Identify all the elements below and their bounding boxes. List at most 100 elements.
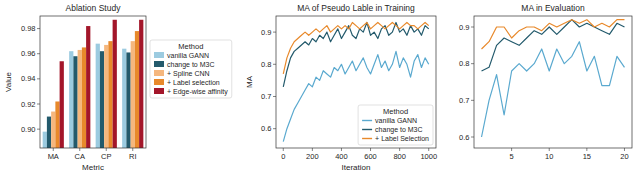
legend-label: change to M3C	[375, 126, 422, 134]
marks	[43, 20, 144, 148]
bar	[131, 41, 135, 148]
bar	[135, 31, 139, 148]
tick	[132, 148, 133, 151]
tick	[106, 148, 107, 151]
legend-swatch	[362, 138, 372, 139]
tick-label: 0.7	[261, 92, 271, 101]
bar	[113, 20, 117, 148]
tick	[37, 53, 40, 54]
bar	[104, 45, 108, 148]
tick-label: 0.6	[459, 133, 469, 142]
bar	[96, 44, 100, 148]
x-label: Iteration	[342, 163, 371, 172]
tick	[341, 148, 342, 151]
tick-label: 0.9	[261, 28, 271, 37]
legend: Methodvanilla GANNchange to M3C+ Label S…	[358, 105, 433, 145]
line	[482, 42, 625, 137]
tick	[428, 148, 429, 151]
bar	[51, 112, 55, 148]
tick-label: 600	[364, 152, 377, 161]
tick-label: 0.8	[261, 60, 271, 69]
legend-label: vanilla GANN	[167, 52, 209, 59]
chart: MACACPRI0.900.920.940.960.98Ablation Stu…	[4, 3, 232, 180]
legend-swatch	[154, 52, 164, 58]
marks	[283, 22, 428, 141]
tick	[37, 104, 40, 105]
tick-label: 1000	[420, 152, 437, 161]
title: Ablation Study	[66, 3, 122, 13]
title: MA in Evaluation	[521, 3, 585, 13]
tick-label: 15	[583, 152, 591, 161]
tick-label: 0.92	[21, 100, 36, 109]
legend-label: change to M3C	[167, 61, 214, 69]
tick-label: 0.7	[459, 96, 469, 105]
legend-box	[150, 40, 232, 98]
marks	[482, 20, 625, 137]
line	[482, 20, 625, 71]
bar	[100, 51, 104, 148]
tick-label: 5	[510, 152, 514, 161]
tick-label: 0.90	[21, 125, 36, 134]
legend-label: + Spline CNN	[167, 70, 210, 78]
legend-swatch	[362, 129, 372, 130]
bar	[55, 101, 59, 148]
title: MA of Pseudo Lable in Training	[297, 3, 415, 13]
legend-swatch	[154, 88, 164, 94]
bar	[86, 26, 90, 148]
bar	[82, 47, 86, 148]
bar	[73, 56, 77, 148]
tick	[37, 78, 40, 79]
tick	[283, 148, 284, 151]
tick	[471, 100, 474, 101]
figure: MACACPRI0.900.920.940.960.98Ablation Stu…	[0, 0, 640, 180]
legend-box	[358, 105, 433, 145]
tick-label: 200	[306, 152, 319, 161]
legend-swatch	[154, 61, 164, 67]
bar	[43, 132, 47, 148]
legend-title: Method	[178, 42, 203, 51]
tick	[471, 63, 474, 64]
legend: Methodvanilla GANN change to M3C+ Spline …	[150, 40, 232, 98]
tick-label: 400	[335, 152, 348, 161]
legend-swatch	[154, 79, 164, 85]
tick	[273, 128, 276, 129]
legend-label: + Edge-wise affinity	[167, 88, 228, 96]
line	[283, 22, 428, 86]
plot-area	[276, 16, 436, 148]
tick	[511, 148, 512, 151]
tick-label: 0	[281, 152, 285, 161]
tick	[37, 129, 40, 130]
tick	[273, 64, 276, 65]
tick	[53, 148, 54, 151]
tick-label: 0.98	[21, 24, 36, 33]
legend-swatch	[362, 120, 372, 121]
tick-label: 0.96	[21, 49, 36, 58]
legend-label: + Label selection	[167, 79, 220, 86]
y-label: Value	[4, 72, 13, 92]
tick-label: 0.94	[21, 74, 36, 83]
chart: 0.60.70.80.95101520MA in Evaluation	[459, 3, 632, 161]
bar	[126, 52, 130, 148]
tick-label: 0.9	[459, 23, 469, 32]
tick	[471, 137, 474, 138]
bar	[139, 20, 143, 148]
bar	[60, 61, 64, 148]
bar	[47, 117, 51, 148]
frame	[276, 16, 436, 148]
tick-label: 20	[620, 152, 628, 161]
tick	[312, 148, 313, 151]
tick	[79, 148, 80, 151]
line	[482, 20, 625, 49]
tick	[273, 32, 276, 33]
tick-label: 0.8	[459, 59, 469, 68]
bar	[122, 49, 126, 148]
plot-area	[474, 16, 632, 148]
tick	[273, 96, 276, 97]
frame	[474, 16, 632, 148]
tick	[624, 148, 625, 151]
tick-label: RI	[129, 152, 137, 161]
tick-label: 800	[393, 152, 406, 161]
legend-title: Method	[383, 107, 408, 116]
tick	[37, 28, 40, 29]
frame	[40, 16, 146, 148]
